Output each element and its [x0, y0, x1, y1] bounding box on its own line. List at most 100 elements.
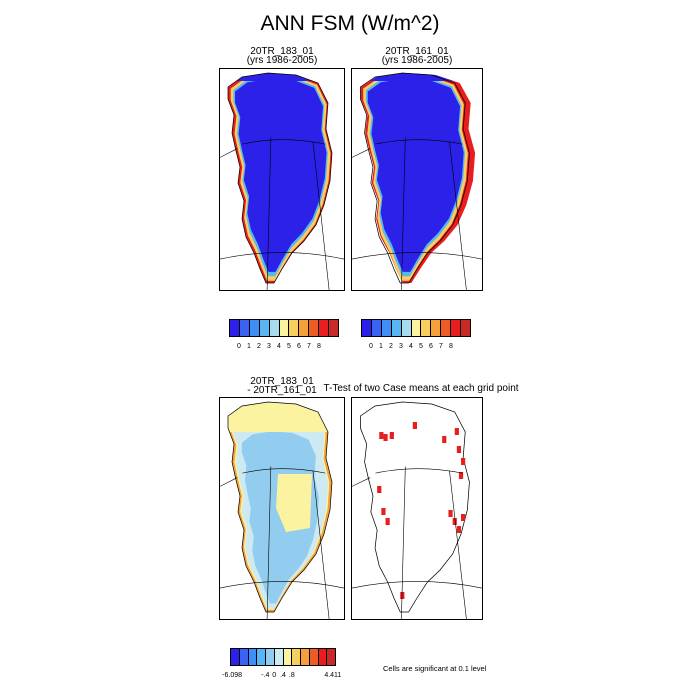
colorbar-diff-box [301, 649, 310, 665]
coastline [227, 401, 333, 613]
coastline [360, 401, 470, 613]
longitude-line [312, 470, 330, 619]
panel-title-case1: 20TR_183_01 (yrs 1986-2005) [219, 46, 345, 66]
significant-cell [389, 432, 394, 439]
colorbar-diff-tick-label: 4.411 [324, 672, 342, 679]
latitude-line [352, 252, 482, 260]
latitude-line [375, 468, 463, 474]
colorbar-case1-box [299, 320, 310, 336]
significant-cell [461, 514, 466, 521]
colorbar-case1-box [319, 320, 330, 336]
colorbar-case1-tick-label: 7 [307, 343, 311, 350]
map-gridlines [220, 466, 344, 619]
colorbar-diff-ticks: -6.098 -.4 0.4.8 4.411 [222, 672, 341, 682]
longitude-line [266, 466, 272, 619]
colorbar-case2-tick-label: 1 [379, 343, 383, 350]
colorbar-case1 [229, 319, 339, 337]
map-case1 [220, 72, 344, 290]
map-panel-case2 [351, 68, 483, 291]
map-ttest [352, 401, 482, 619]
case1-years: (yrs 1986-2005) [246, 55, 318, 66]
colorbar-case2-box [411, 320, 422, 336]
significant-cell [377, 486, 382, 493]
colorbar-case1-tick-label: 0 [237, 343, 241, 350]
colorbar-case1-box [259, 320, 270, 336]
colorbar-case1-tick-label: 1 [247, 343, 251, 350]
colorbar-case1-tick-label: 2 [257, 343, 261, 350]
case2-name: 20TR_161_01 [385, 46, 449, 57]
longitude-line [401, 466, 406, 619]
colorbar-case1-box [269, 320, 280, 336]
coastline [227, 72, 333, 284]
colorbar-diff-box [248, 649, 258, 665]
latitude-line [220, 252, 344, 260]
colorbar-case1-tick-label: 5 [287, 343, 291, 350]
significance-note: Cells are significant at 0.1 level [383, 664, 487, 673]
diff-line2: - 20TR_161_01 [247, 385, 317, 396]
significant-cell [385, 518, 390, 525]
colorbar-case1-box [309, 320, 320, 336]
colorbar-diff [230, 648, 336, 666]
colorbar-diff-box [231, 649, 240, 665]
latitude-line [242, 139, 326, 145]
colorbar-diff-tick-label: -.4 [261, 672, 270, 679]
longitude-line [312, 141, 330, 290]
colorbar-case2-tick-label: 6 [429, 343, 433, 350]
colorbar-diff-tick-label: -6.098 [222, 672, 243, 679]
colorbar-case1-box [289, 320, 300, 336]
colorbar-case2-box [451, 320, 462, 336]
colorbar-case2-tick-label: 4 [409, 343, 413, 350]
colorbar-case1-tick-label: 8 [317, 343, 321, 350]
significant-cell [454, 428, 459, 435]
coastline [360, 72, 470, 284]
longitude-line [220, 477, 238, 487]
colorbar-case2-tick-label: 7 [439, 343, 443, 350]
colorbar-case2-box [441, 320, 452, 336]
flux-difference-field [228, 402, 332, 612]
significant-cell [442, 436, 447, 443]
colorbar-diff-box [292, 649, 301, 665]
significant-cell [456, 446, 462, 453]
longitude-line [352, 477, 371, 487]
map-gridlines [352, 466, 482, 619]
map-gridlines [352, 137, 482, 290]
colorbar-case1-box [279, 320, 290, 336]
case2-years: (yrs 1986-2005) [381, 55, 453, 66]
case1-name: 20TR_183_01 [250, 46, 314, 57]
colorbar-case1-tick-label: 4 [277, 343, 281, 350]
significant-cell [448, 510, 453, 517]
colorbar-case2-tick-label: 0 [369, 343, 373, 350]
colorbar-diff-box [327, 649, 335, 665]
diff-line1: 20TR_183_01 [250, 376, 314, 387]
latitude-line [242, 468, 326, 474]
panel-title-ttest: T-Test of two Case means at each grid po… [323, 383, 519, 394]
colorbar-case1-box [329, 320, 338, 336]
colorbar-diff-tick-label: .8 [288, 672, 295, 679]
colorbar-diff-box [239, 649, 249, 665]
longitude-line [449, 141, 467, 290]
colorbar-case2-box [381, 320, 392, 336]
flux-field [360, 73, 476, 283]
colorbar-case1-box [230, 320, 240, 336]
significant-cell [383, 434, 388, 441]
significant-cell [456, 526, 462, 533]
map-panel-case1 [219, 68, 345, 291]
colorbar-diff-box [318, 649, 328, 665]
colorbar-case2-box [391, 320, 402, 336]
significant-cell [458, 472, 464, 479]
colorbar-case1-tick-label: 6 [297, 343, 301, 350]
colorbar-case2-box [431, 320, 442, 336]
map-panel-diff [219, 397, 345, 620]
significant-cell [381, 508, 386, 515]
significant-cell [452, 518, 457, 525]
significant-cell [379, 432, 384, 439]
longitude-line [401, 137, 406, 290]
significant-cells [377, 422, 466, 599]
colorbar-case2-box [461, 320, 470, 336]
map-panel-ttest [351, 397, 483, 620]
latitude-line [375, 139, 463, 145]
colorbar-case2-box [401, 320, 412, 336]
colorbar-case1-tick-label: 3 [267, 343, 271, 350]
colorbar-case2-tick-label: 8 [449, 343, 453, 350]
